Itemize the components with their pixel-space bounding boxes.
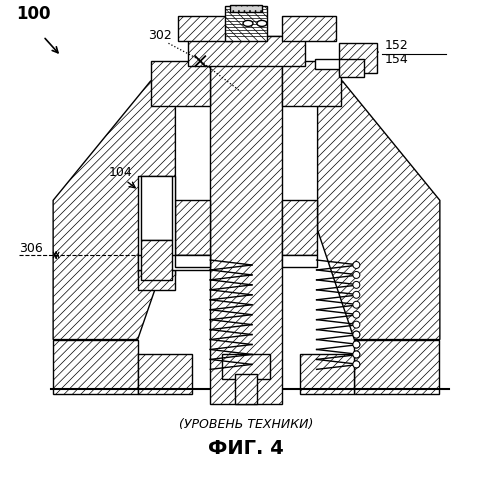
Bar [138,176,176,275]
Bar [315,59,343,69]
Polygon shape [354,340,439,394]
Circle shape [353,262,360,268]
Circle shape [353,292,360,298]
Circle shape [353,282,360,288]
Polygon shape [141,240,173,280]
Circle shape [353,331,360,338]
Polygon shape [282,16,336,42]
Circle shape [353,361,360,368]
Circle shape [353,351,360,358]
Polygon shape [188,36,305,66]
Text: 152: 152 [384,39,408,52]
Polygon shape [317,81,440,340]
Polygon shape [176,200,210,255]
Circle shape [353,321,360,328]
Polygon shape [225,6,267,42]
Polygon shape [340,44,377,73]
Polygon shape [150,61,210,106]
Circle shape [353,341,360,348]
Polygon shape [282,200,317,255]
Text: 154: 154 [384,53,408,66]
Polygon shape [138,270,176,290]
Circle shape [353,272,360,278]
Polygon shape [53,340,138,394]
Polygon shape [53,81,176,340]
Circle shape [353,311,360,318]
Polygon shape [230,4,262,12]
Bar [176,255,210,267]
Text: 100: 100 [16,6,51,24]
Polygon shape [340,59,364,77]
Polygon shape [235,374,257,404]
Circle shape [353,331,360,338]
Text: 302: 302 [148,30,173,43]
Polygon shape [210,36,282,404]
Ellipse shape [243,20,253,26]
Bar [138,255,210,270]
Circle shape [353,361,360,368]
Text: 104: 104 [109,166,133,178]
Ellipse shape [257,20,267,26]
Circle shape [353,341,360,348]
Text: (УРОВЕНЬ ТЕХНИКИ): (УРОВЕНЬ ТЕХНИКИ) [179,418,313,430]
Polygon shape [300,354,354,394]
Circle shape [353,351,360,358]
Bar [141,176,173,240]
Polygon shape [222,354,270,380]
Text: 306: 306 [19,242,43,255]
Polygon shape [282,61,342,106]
Circle shape [353,302,360,308]
Bar [282,255,317,267]
Polygon shape [178,16,233,42]
Text: ФИГ. 4: ФИГ. 4 [208,440,284,458]
Polygon shape [138,354,192,394]
